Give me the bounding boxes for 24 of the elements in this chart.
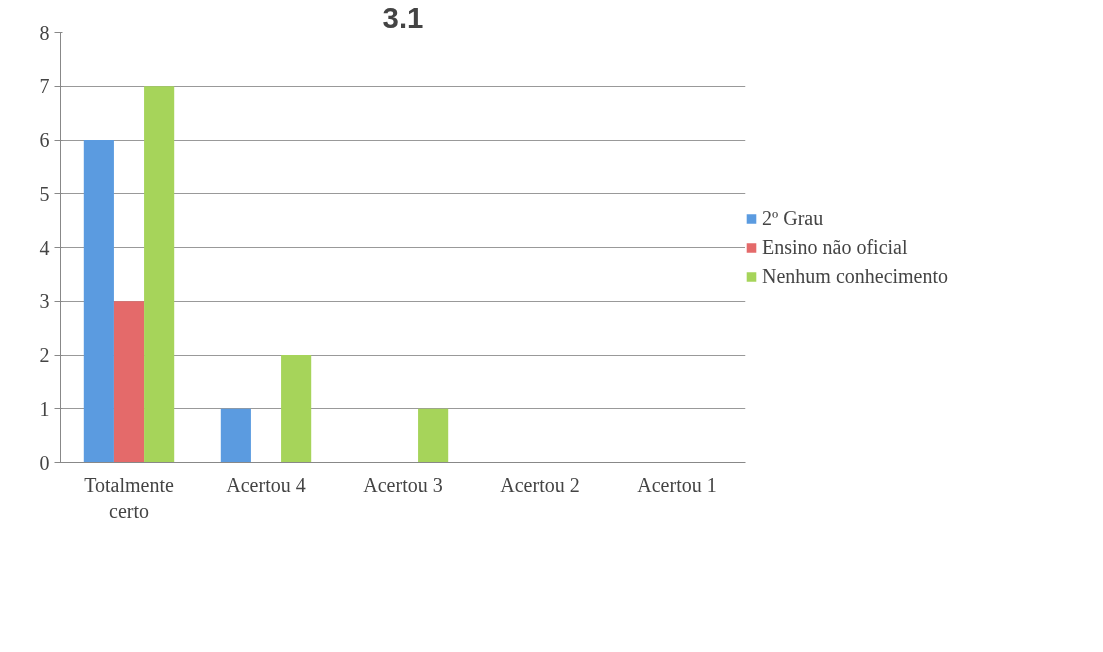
y-tick-label: 8	[39, 21, 50, 44]
legend-label: Ensino não oficial	[762, 235, 908, 259]
y-tick-label: 2	[39, 344, 50, 366]
x-tick-label: Acertou 1	[637, 473, 717, 496]
x-tick-label: Acertou 3	[363, 473, 443, 496]
bar	[281, 355, 312, 463]
y-tick-label: 6	[39, 129, 50, 151]
y-tick-label: 4	[39, 236, 50, 259]
y-tick-label: 0	[39, 451, 50, 474]
x-tick-label: Acertou 2	[500, 473, 580, 496]
bar	[144, 86, 175, 463]
y-tick-label: 1	[39, 397, 50, 420]
bar	[83, 140, 114, 463]
legend-label: Nenhum conhecimento	[762, 264, 949, 288]
y-tick-label: 5	[39, 182, 50, 205]
x-tick-label: Totalmente certo	[84, 473, 174, 522]
legend-label: 2º Grau	[762, 206, 824, 230]
bar	[418, 408, 449, 463]
y-tick-label: 3	[39, 290, 50, 313]
bar	[220, 408, 251, 463]
bar	[113, 301, 145, 463]
x-tick-label: Acertou 4	[226, 473, 306, 496]
chart-title: 3.1	[382, 0, 424, 34]
y-tick-label: 7	[39, 75, 50, 98]
